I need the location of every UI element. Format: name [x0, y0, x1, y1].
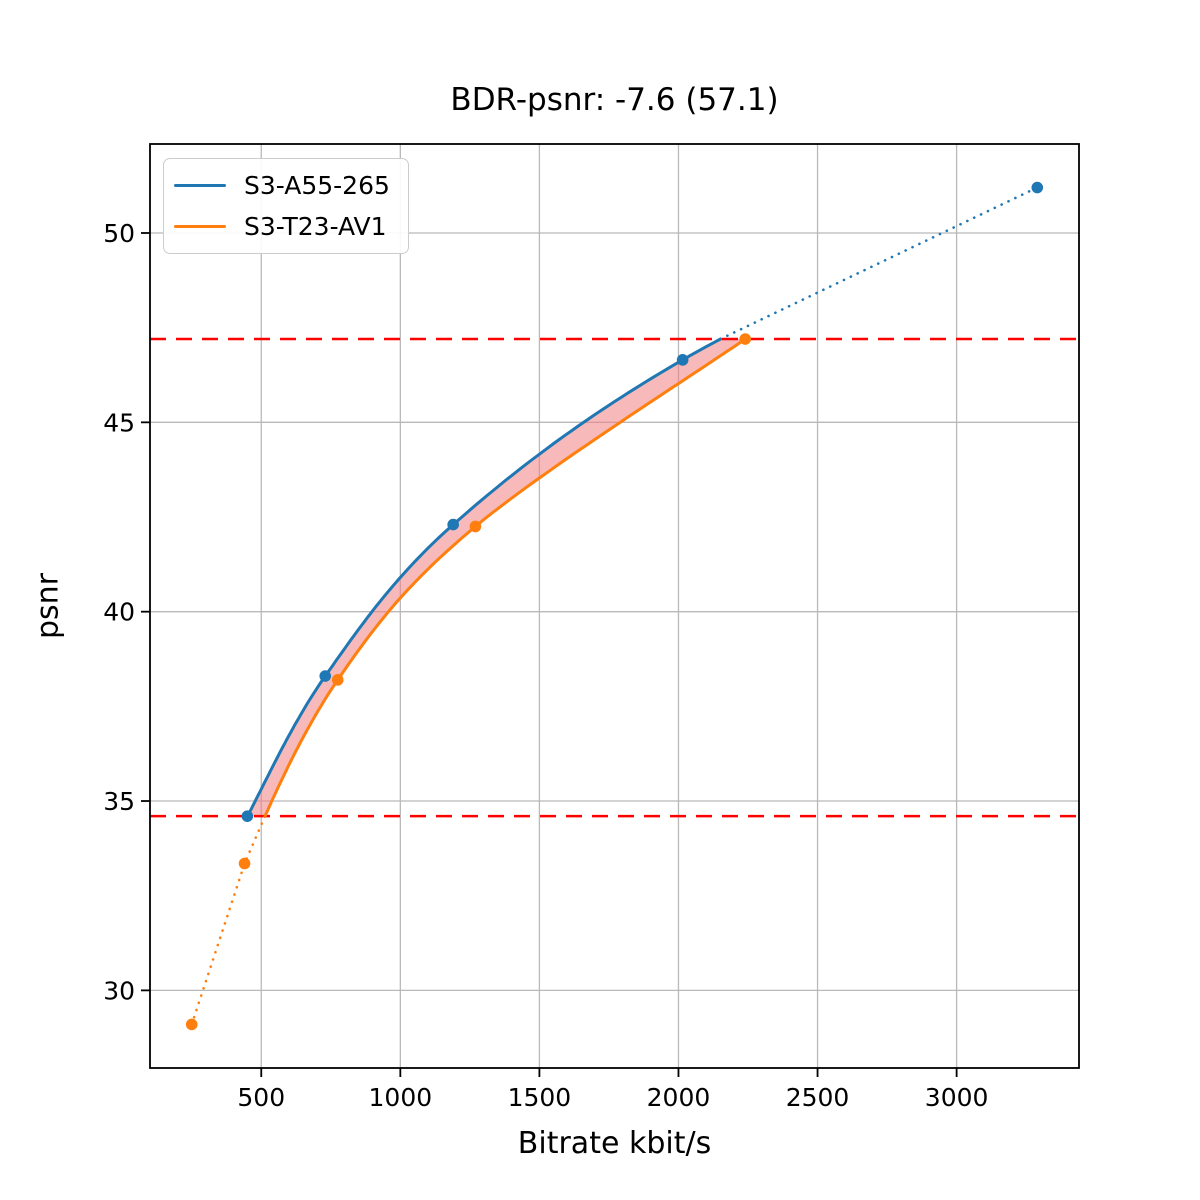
data-point-marker [676, 354, 689, 366]
plot-border [149, 143, 1080, 1069]
y-tick-label: 40 [103, 598, 135, 627]
y-tick-label: 35 [103, 787, 135, 816]
series-curve-dotted [719, 186, 1039, 341]
legend-item: S3-A55-265 [174, 171, 390, 200]
data-point-marker [1031, 181, 1044, 194]
y-tick-label: 30 [103, 976, 135, 1005]
data-point-marker [185, 1018, 198, 1031]
data-point-marker [238, 857, 251, 870]
legend-item: S3-T23-AV1 [174, 212, 390, 241]
data-point-marker [447, 518, 459, 531]
fill-between-region [247, 339, 746, 817]
x-tick-label: 1500 [508, 1083, 572, 1112]
series-curve-dotted [190, 814, 267, 1026]
series-curve-solid [245, 337, 722, 818]
x-tick-label: 3000 [925, 1083, 989, 1112]
legend-line-swatch-icon [174, 225, 226, 228]
data-point-marker [241, 810, 254, 822]
x-axis-label: Bitrate kbit/s [517, 1126, 712, 1161]
legend-line-swatch-icon [174, 184, 226, 187]
x-tick-label: 2500 [786, 1083, 850, 1112]
legend-label: S3-A55-265 [244, 171, 390, 200]
y-axis-label: psnr [30, 572, 66, 640]
x-tick-label: 500 [237, 1083, 285, 1112]
y-tick-label: 45 [103, 408, 135, 437]
chart-title: BDR-psnr: -7.6 (57.1) [450, 82, 779, 118]
data-point-marker [469, 520, 482, 533]
data-point-marker [739, 333, 752, 345]
data-point-marker [331, 674, 344, 686]
series-curve-solid [263, 337, 747, 818]
y-tick-label: 50 [103, 219, 135, 248]
legend: S3-A55-265 S3-T23-AV1 [163, 158, 409, 254]
legend-label: S3-T23-AV1 [244, 212, 387, 241]
data-point-marker [319, 670, 332, 682]
x-tick-label: 2000 [647, 1083, 711, 1112]
x-tick-label: 1000 [369, 1083, 433, 1112]
